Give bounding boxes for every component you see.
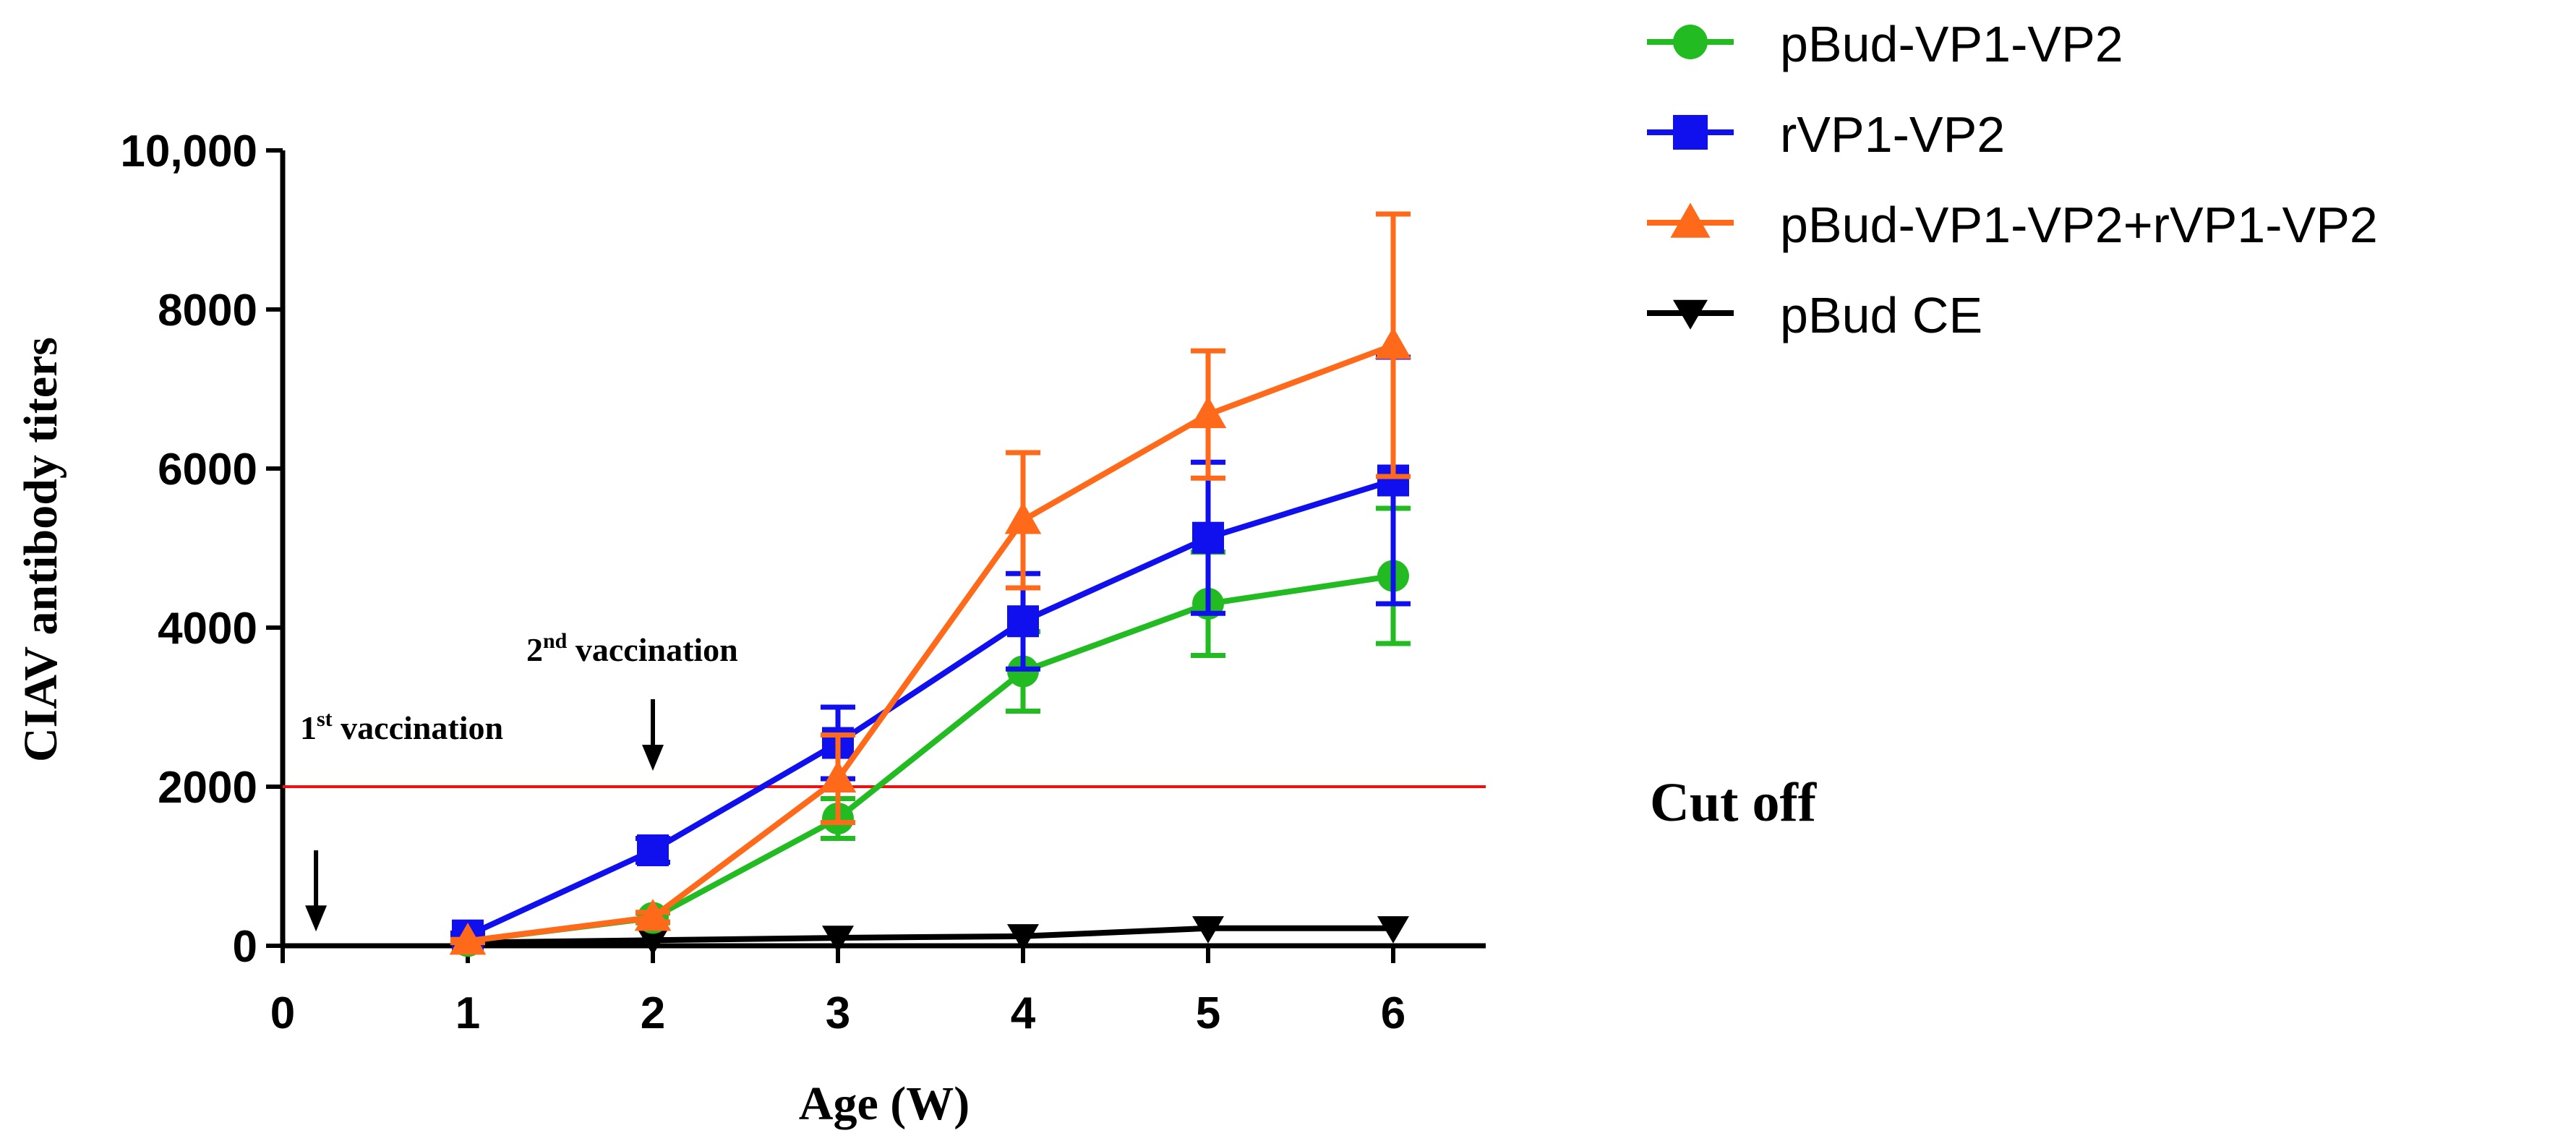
legend-symbol-pbud-vp1-vp2-rvp1-vp2 (1647, 202, 1734, 238)
y-tick-label-0: 0 (233, 922, 257, 972)
legend-symbol-rvp1-vp2 (1647, 115, 1734, 150)
legend-symbol-pbud-vp1-vp2 (1647, 25, 1734, 59)
legend-item-pbud-ce: pBud CE (1647, 287, 1982, 343)
cutoff-group: Cut off (283, 772, 1818, 833)
legend-label-pbud-vp1-vp2: pBud-VP1-VP2 (1780, 16, 2123, 72)
annotations: 1st vaccination 2nd vaccination (300, 629, 738, 932)
legend-marker-rvp1-vp2 (1673, 115, 1708, 150)
y-tick-label-8000: 8000 (158, 286, 257, 336)
first-vaccination-label: 1st vaccination (300, 707, 503, 746)
legend-marker-pbud-vp1-vp2-rvp1-vp2 (1670, 202, 1711, 238)
data-point-pbud-vp1-vp2-rvp1-vp2-1 (449, 923, 487, 955)
annotation-arrow-head-0 (305, 905, 328, 932)
y-axis-title: CIAV antibody titers (14, 337, 67, 762)
data-point-pbud-vp1-vp2-rvp1-vp2-3 (819, 760, 857, 792)
second-vaccination-label: 2nd vaccination (526, 629, 738, 668)
x-tick-label-4: 4 (1011, 988, 1036, 1038)
data-point-pbud-vp1-vp2-rvp1-vp2-5 (1189, 396, 1227, 429)
data-point-pbud-vp1-vp2-rvp1-vp2-2 (634, 899, 672, 931)
data-point-pbud-vp1-vp2-rvp1-vp2-4 (1004, 502, 1042, 534)
legend-label-pbud-vp1-vp2-rvp1-vp2: pBud-VP1-VP2+rVP1-VP2 (1780, 197, 2378, 253)
annotation-arrow-head-1 (642, 745, 664, 771)
data-point-rvp1-vp2-5 (1192, 521, 1224, 554)
data-point-pbud-ce-5 (1192, 916, 1224, 944)
legend-symbol-pbud-ce (1647, 299, 1734, 330)
y-tick-label-6000: 6000 (158, 445, 257, 495)
series-layer (449, 211, 1412, 958)
legend: pBud-VP1-VP2 rVP1-VP2 pBud-VP1-VP2+rVP1-… (1647, 16, 2378, 343)
data-point-rvp1-vp2-2 (637, 834, 669, 866)
x-ticks: 0 1 2 3 4 5 6 (270, 946, 1405, 1038)
y-ticks: 0 2000 4000 6000 8000 10,000 (120, 127, 283, 972)
legend-label-pbud-ce: pBud CE (1780, 287, 1982, 343)
first-vaccination-arrow (305, 850, 328, 932)
x-tick-label-1: 1 (455, 988, 480, 1038)
data-point-pbud-ce-3 (822, 926, 854, 953)
second-vaccination-annotation: 2nd vaccination (526, 629, 738, 771)
legend-item-pbud-vp1-vp2: pBud-VP1-VP2 (1647, 16, 2123, 72)
series-pbud-vp1-vp2 (450, 505, 1411, 957)
series-line-pbud-vp1-vp2-rvp1-vp2 (467, 342, 1395, 944)
series-pbud-ce (452, 916, 1409, 958)
second-vaccination-arrow (642, 699, 664, 771)
x-tick-label-5: 5 (1196, 988, 1220, 1038)
legend-label-rvp1-vp2: rVP1-VP2 (1780, 106, 2005, 163)
cutoff-label: Cut off (1650, 772, 1818, 833)
data-point-rvp1-vp2-4 (1007, 605, 1039, 638)
x-tick-label-0: 0 (270, 988, 295, 1038)
series-line-pbud-ce (467, 925, 1393, 946)
data-point-pbud-ce-4 (1007, 924, 1039, 952)
x-tick-label-3: 3 (826, 988, 850, 1038)
x-tick-label-6: 6 (1381, 988, 1405, 1038)
data-point-pbud-ce-2 (637, 928, 669, 956)
data-point-pbud-vp1-vp2-rvp1-vp2-6 (1374, 327, 1412, 359)
series-line-rvp1-vp2 (466, 477, 1395, 939)
legend-marker-pbud-ce (1673, 299, 1708, 330)
y-tick-label-4000: 4000 (158, 604, 257, 654)
y-tick-label-10000: 10,000 (120, 127, 257, 176)
legend-item-rvp1-vp2: rVP1-VP2 (1647, 106, 2005, 163)
legend-item-pbud-vp1-vp2-rvp1-vp2: pBud-VP1-VP2+rVP1-VP2 (1647, 197, 2378, 253)
x-tick-label-2: 2 (641, 988, 665, 1038)
first-vaccination-annotation: 1st vaccination (300, 707, 503, 932)
series-pbud-vp1-vp2-rvp1-vp2 (449, 211, 1412, 955)
y-tick-label-2000: 2000 (158, 763, 257, 813)
data-point-pbud-ce-6 (1377, 916, 1409, 944)
x-axis-title: Age (W) (799, 1077, 970, 1130)
legend-marker-pbud-vp1-vp2 (1673, 25, 1708, 59)
